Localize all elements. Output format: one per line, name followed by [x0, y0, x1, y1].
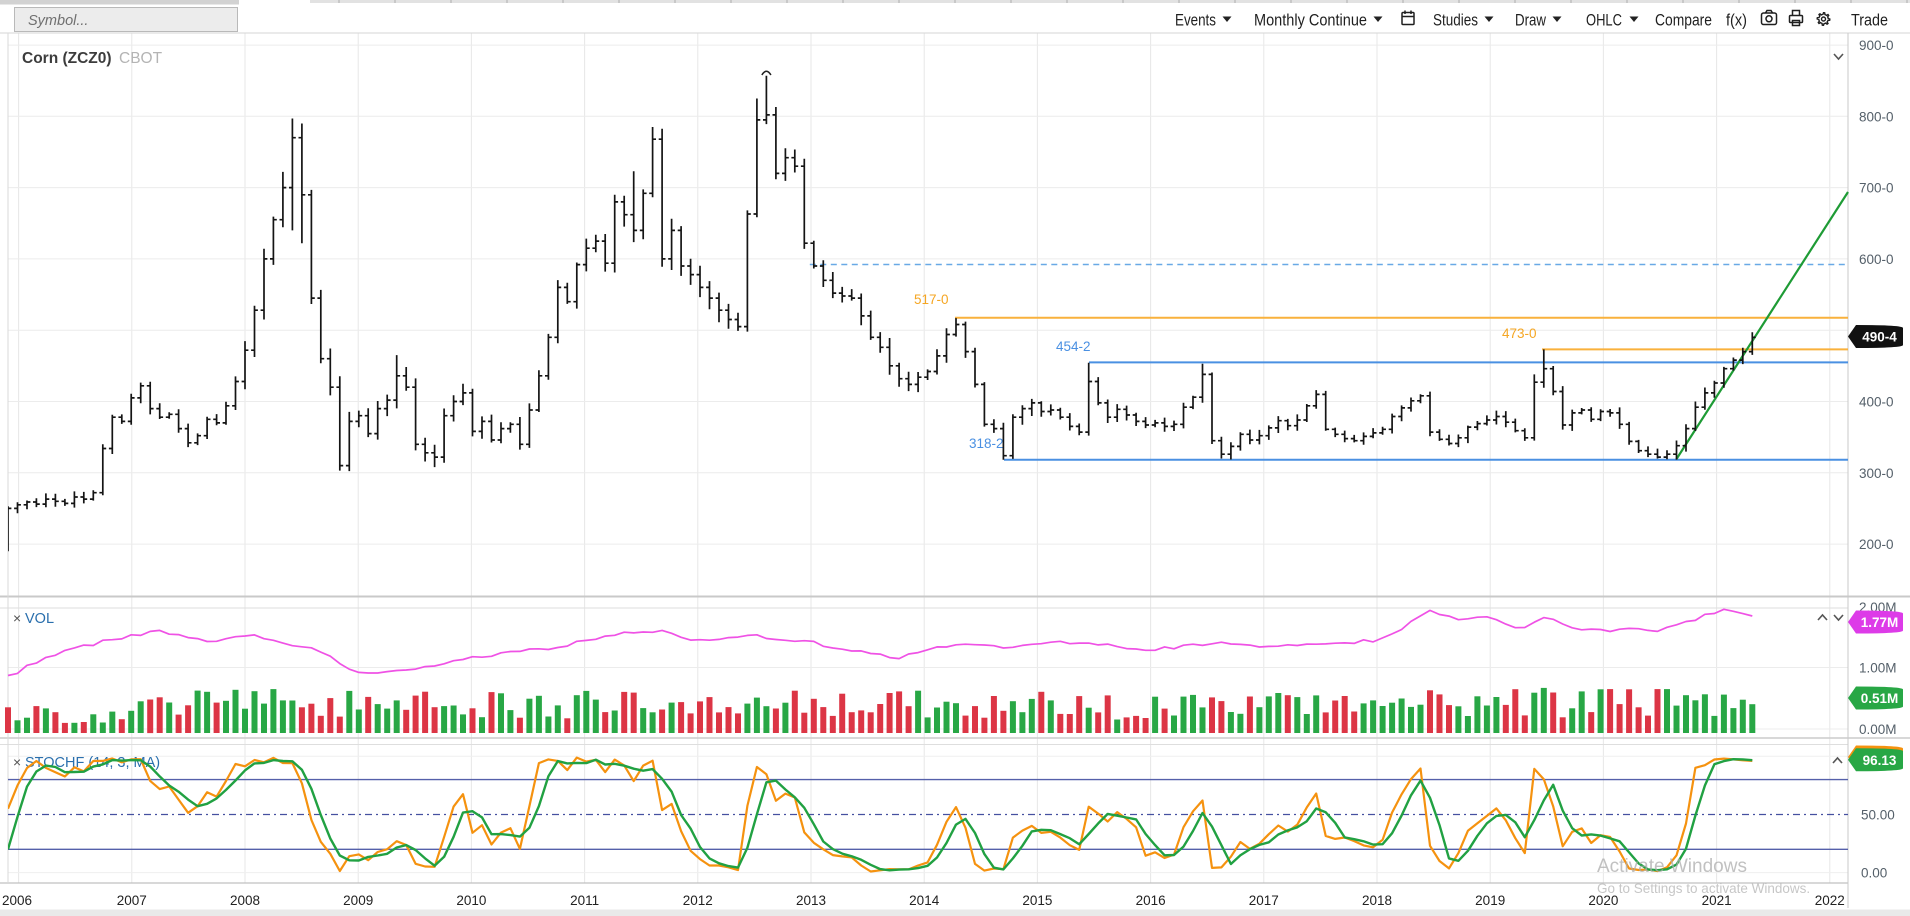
svg-text:318-2: 318-2	[969, 436, 1004, 451]
svg-text:Monthly Continue: Monthly Continue	[1254, 12, 1367, 30]
svg-text:Compare: Compare	[1655, 12, 1712, 30]
svg-text:1.00M: 1.00M	[1859, 661, 1897, 676]
svg-text:900-0: 900-0	[1859, 38, 1894, 53]
svg-text:f(x): f(x)	[1726, 12, 1747, 30]
svg-text:2009: 2009	[343, 893, 373, 908]
svg-text:Go to Settings to activate Win: Go to Settings to activate Windows.	[1597, 881, 1810, 896]
svg-text:1.77M: 1.77M	[1861, 615, 1899, 630]
svg-text:517-0: 517-0	[914, 292, 949, 307]
svg-text:600-0: 600-0	[1859, 252, 1894, 267]
svg-text:800-0: 800-0	[1859, 109, 1894, 124]
svg-text:VOL: VOL	[25, 611, 54, 627]
svg-text:400-0: 400-0	[1859, 395, 1894, 410]
svg-text:×: ×	[13, 610, 21, 626]
svg-text:2020: 2020	[1588, 893, 1618, 908]
svg-text:Activate Windows: Activate Windows	[1597, 856, 1747, 877]
svg-text:×: ×	[13, 754, 21, 770]
svg-text:Studies: Studies	[1433, 12, 1478, 30]
svg-text:2013: 2013	[796, 893, 826, 908]
svg-text:2014: 2014	[909, 893, 940, 908]
svg-text:2022: 2022	[1815, 893, 1845, 908]
svg-text:700-0: 700-0	[1859, 181, 1894, 196]
svg-text:50.00: 50.00	[1861, 808, 1895, 823]
svg-text:96.13: 96.13	[1863, 753, 1897, 768]
svg-text:2007: 2007	[117, 893, 147, 908]
svg-text:2017: 2017	[1249, 893, 1279, 908]
svg-text:2012: 2012	[683, 893, 713, 908]
svg-text:200-0: 200-0	[1859, 537, 1894, 552]
svg-text:300-0: 300-0	[1859, 466, 1894, 481]
svg-text:0.00M: 0.00M	[1859, 722, 1897, 737]
svg-text:2006: 2006	[2, 893, 32, 908]
svg-text:2008: 2008	[230, 893, 260, 908]
svg-text:0.00: 0.00	[1861, 866, 1887, 881]
svg-text:2021: 2021	[1702, 893, 1732, 908]
svg-text:2015: 2015	[1022, 893, 1052, 908]
svg-text:490-4: 490-4	[1862, 330, 1897, 345]
svg-text:2010: 2010	[456, 893, 486, 908]
svg-text:Symbol...: Symbol...	[28, 13, 88, 29]
svg-text:473-0: 473-0	[1502, 326, 1537, 341]
svg-text:2019: 2019	[1475, 893, 1505, 908]
svg-text:Trade: Trade	[1851, 12, 1888, 30]
svg-text:Corn (ZCZ0): Corn (ZCZ0)	[22, 50, 112, 67]
svg-text:2011: 2011	[570, 893, 599, 908]
svg-text:OHLC: OHLC	[1586, 12, 1622, 30]
svg-text:2016: 2016	[1136, 893, 1166, 908]
svg-text:Draw: Draw	[1515, 12, 1546, 30]
svg-text:Events: Events	[1175, 12, 1216, 30]
svg-text:CBOT: CBOT	[119, 50, 163, 67]
svg-text:454-2: 454-2	[1056, 339, 1091, 354]
svg-text:2018: 2018	[1362, 893, 1392, 908]
svg-text:0.51M: 0.51M	[1861, 691, 1899, 706]
